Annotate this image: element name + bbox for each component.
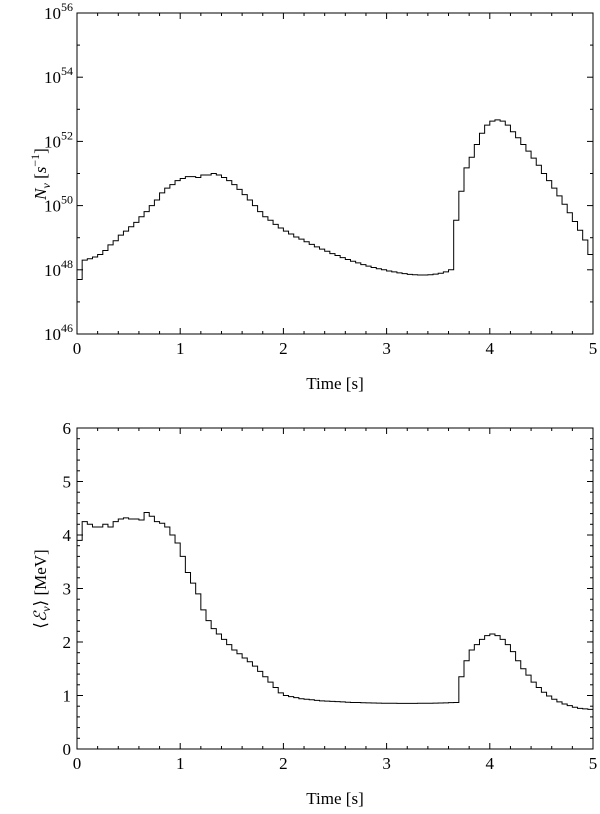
y-axis-label-bottom: ⟨ℰν⟩ [MeV] [31, 549, 53, 628]
y-ticks-bottom: 0 1 2 3 4 5 6 [63, 419, 593, 759]
x-tick-label: 4 [486, 339, 495, 358]
y-label-close-bracket: ⟩ [31, 600, 50, 607]
x-tick-label: 5 [589, 339, 598, 358]
y-label-unit: [MeV] [31, 549, 50, 600]
y-tick-label: 1046 [44, 321, 73, 344]
chart-bottom-mean-energy: 0 1 2 3 4 5 0 1 2 3 4 5 6 Time [s] ⟨ℰν⟩ [MeV] [31, 419, 597, 808]
x-axis-label-bottom: Time [s] [306, 789, 363, 808]
y-tick-label: 4 [63, 526, 72, 545]
x-tick-label: 1 [176, 339, 185, 358]
y-tick-label: 1 [63, 687, 72, 706]
y-tick-label: 1050 [44, 193, 73, 216]
y-label-symbol: N [31, 187, 50, 201]
x-tick-label: 0 [73, 754, 82, 773]
x-tick-label: 0 [73, 339, 82, 358]
y-tick-label: 5 [63, 473, 72, 492]
y-tick-label: 3 [63, 580, 72, 599]
x-ticks-top: 0 1 2 3 4 5 [73, 13, 598, 358]
y-tick-label: 2 [63, 633, 72, 652]
chart-top-neutrino-luminosity: 0 1 2 3 4 5 1046 1048 1050 1052 1054 1056 Time [s]… [28, 0, 597, 393]
y-ticks-top: 1046 1048 1050 1052 1054 1056 [44, 0, 593, 344]
y-tick-label: 6 [63, 419, 72, 438]
y-tick-label: 1052 [44, 128, 73, 151]
y-axis-label-top: Nν [s−1] [28, 148, 53, 201]
y-label-subscript: ν [39, 182, 53, 188]
y-label-unit: s [31, 166, 50, 173]
y-label-subscript: ν [39, 606, 53, 612]
y-label-unit-open: [ [31, 173, 50, 183]
series-step-line [77, 119, 593, 280]
plot-frame-top [76, 12, 594, 335]
y-label-open-bracket: ⟨ [31, 622, 50, 629]
series-step-line [77, 512, 593, 710]
x-tick-label: 2 [279, 754, 288, 773]
x-tick-label: 3 [382, 754, 391, 773]
y-tick-label: 1048 [44, 257, 73, 280]
y-label-unit-close: ] [31, 148, 50, 154]
series-bottom [77, 512, 593, 710]
x-tick-label: 4 [486, 754, 495, 773]
x-tick-label: 5 [589, 754, 598, 773]
x-ticks-bottom: 0 1 2 3 4 5 [73, 428, 598, 773]
x-tick-label: 2 [279, 339, 288, 358]
x-axis-label-top: Time [s] [306, 374, 363, 393]
y-tick-label: 0 [63, 740, 72, 759]
y-tick-label: 1054 [44, 64, 73, 87]
plot-frame-bottom [76, 427, 594, 750]
y-tick-label: 1056 [44, 0, 73, 23]
series-top [77, 119, 593, 280]
y-label-symbol: ℰ [31, 610, 50, 622]
x-tick-label: 1 [176, 754, 185, 773]
y-label-unit-exponent: −1 [28, 154, 42, 167]
x-tick-label: 3 [382, 339, 391, 358]
